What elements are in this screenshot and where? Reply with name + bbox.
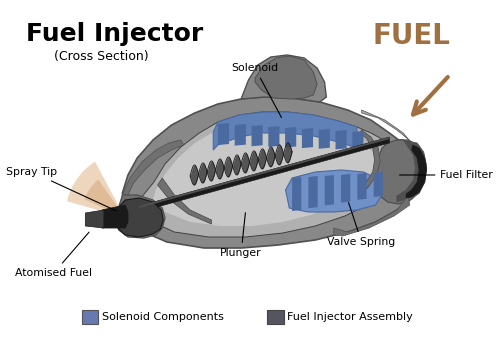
Text: Fuel Injector Assembly: Fuel Injector Assembly [288, 312, 413, 322]
Polygon shape [292, 177, 302, 211]
Polygon shape [86, 210, 104, 228]
Polygon shape [376, 140, 426, 204]
Polygon shape [158, 178, 212, 224]
Polygon shape [318, 129, 330, 149]
Polygon shape [397, 140, 426, 202]
Polygon shape [116, 195, 165, 238]
Polygon shape [324, 175, 334, 206]
Polygon shape [362, 110, 422, 162]
Text: Valve Spring: Valve Spring [328, 203, 396, 247]
Polygon shape [115, 198, 163, 237]
Wedge shape [84, 180, 125, 218]
Text: Fuel Injector: Fuel Injector [26, 22, 203, 46]
Text: FUEL: FUEL [372, 22, 450, 50]
Polygon shape [139, 137, 390, 212]
Polygon shape [153, 120, 378, 226]
Text: Solenoid: Solenoid [232, 63, 281, 118]
Polygon shape [336, 130, 346, 149]
Polygon shape [352, 131, 364, 150]
Polygon shape [341, 174, 350, 203]
Polygon shape [334, 196, 410, 236]
Polygon shape [124, 140, 184, 197]
Polygon shape [406, 145, 426, 198]
Polygon shape [286, 170, 382, 212]
Polygon shape [285, 127, 296, 147]
Text: Plunger: Plunger [220, 213, 262, 258]
Polygon shape [122, 97, 424, 248]
Wedge shape [67, 162, 125, 218]
Polygon shape [214, 112, 357, 150]
Text: Fuel Filter: Fuel Filter [400, 170, 493, 180]
Text: (Cross Section): (Cross Section) [54, 50, 148, 63]
Text: Spray Tip: Spray Tip [6, 167, 116, 211]
Polygon shape [102, 205, 128, 228]
Polygon shape [268, 126, 280, 147]
Text: Atomised Fuel: Atomised Fuel [16, 232, 92, 278]
Polygon shape [302, 128, 313, 148]
Polygon shape [241, 55, 326, 102]
Polygon shape [374, 172, 383, 197]
Polygon shape [255, 56, 317, 99]
Polygon shape [234, 124, 246, 146]
Polygon shape [358, 173, 366, 200]
Text: Solenoid Components: Solenoid Components [102, 312, 224, 322]
Polygon shape [139, 137, 390, 208]
Polygon shape [308, 176, 318, 208]
Polygon shape [360, 130, 380, 194]
Bar [82, 310, 98, 324]
Polygon shape [218, 123, 229, 145]
Polygon shape [137, 112, 400, 237]
Polygon shape [252, 125, 262, 146]
Bar [267, 310, 283, 324]
